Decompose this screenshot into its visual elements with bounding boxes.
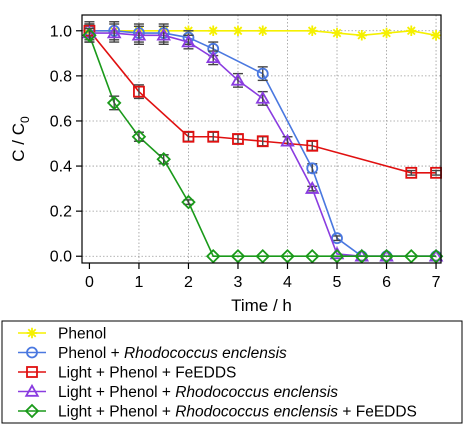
data-point-star bbox=[232, 25, 244, 37]
error-bar bbox=[133, 131, 144, 142]
data-point-diamond bbox=[131, 129, 147, 145]
y-tick-label: 1.0 bbox=[50, 23, 72, 40]
legend-item: Phenol bbox=[18, 326, 106, 343]
axes: 0 1 2 3 4 5 6 7 0.0 0.2 0.4 0.6 0.8 1.0 bbox=[50, 23, 441, 291]
data-point-diamond bbox=[354, 248, 370, 264]
data-point-diamond bbox=[230, 248, 246, 264]
legend-label-part: Rhodococcus enclensis bbox=[175, 384, 338, 401]
x-tick-label: 2 bbox=[184, 274, 193, 291]
data-point-square bbox=[232, 133, 244, 145]
data-point-star bbox=[430, 30, 442, 41]
data-point-diamond bbox=[379, 248, 394, 264]
y-axis-label-subscript: 0 bbox=[18, 116, 32, 123]
x-tick-label: 3 bbox=[234, 274, 243, 291]
legend-label-part: Light + Phenol + FeEDDS bbox=[58, 365, 236, 382]
legend-item: Light + Phenol + Rhodococcus enclensis +… bbox=[18, 404, 417, 421]
data-point-star bbox=[406, 25, 417, 37]
legend-label: Light + Phenol + Rhodococcus enclensis bbox=[58, 384, 338, 401]
data-point-diamond bbox=[106, 95, 122, 111]
error-bar bbox=[332, 235, 343, 242]
data-point-triangle bbox=[131, 27, 147, 41]
legend-label-part: Rhodococcus enclensis bbox=[175, 404, 338, 421]
y-axis-label: C / C0 bbox=[9, 116, 32, 162]
data-point-triangle bbox=[181, 34, 196, 48]
data-point-diamond bbox=[82, 28, 97, 43]
data-point-square bbox=[306, 139, 319, 152]
data-point-triangle bbox=[280, 133, 295, 147]
legend-label: Light + Phenol + Rhodococcus enclensis +… bbox=[58, 404, 417, 421]
data-point-star bbox=[331, 27, 343, 39]
series-layer bbox=[82, 21, 444, 264]
legend-label-part: Phenol bbox=[58, 326, 106, 343]
data-point-triangle bbox=[106, 25, 122, 39]
data-point-diamond bbox=[428, 248, 444, 264]
data-point-square bbox=[182, 130, 195, 143]
data-point-diamond bbox=[404, 248, 419, 264]
data-point-square bbox=[133, 85, 145, 98]
error-bar bbox=[307, 185, 318, 192]
data-point-diamond bbox=[280, 248, 295, 264]
legend-label-part: + FeEDDS bbox=[338, 404, 417, 421]
data-point-circle bbox=[306, 162, 319, 175]
data-point-circle bbox=[331, 232, 343, 245]
data-point-circle bbox=[26, 346, 38, 359]
data-point-star bbox=[381, 27, 392, 39]
x-tick-label: 7 bbox=[432, 274, 441, 291]
data-point-diamond bbox=[156, 152, 171, 167]
data-point-triangle bbox=[304, 181, 320, 194]
y-tick-label: 0.2 bbox=[50, 204, 72, 221]
x-tick-label: 5 bbox=[333, 274, 342, 291]
legend-label-part: Light + Phenol + bbox=[58, 384, 175, 401]
error-bar bbox=[158, 154, 169, 165]
data-point-square bbox=[256, 135, 269, 148]
data-point-diamond bbox=[329, 248, 345, 264]
legend-box bbox=[1, 320, 463, 424]
data-point-square bbox=[26, 366, 38, 378]
data-point-star bbox=[207, 25, 219, 37]
legend-label: Phenol bbox=[58, 326, 106, 343]
legend-label-part: Rhodococcus enclensis bbox=[124, 345, 287, 362]
series-line bbox=[88, 35, 437, 258]
data-point-square bbox=[207, 130, 220, 143]
data-point-star bbox=[257, 25, 268, 37]
data-point-triangle bbox=[255, 90, 271, 104]
data-point-triangle bbox=[156, 27, 172, 41]
data-point-diamond bbox=[205, 248, 221, 264]
x-tick-label: 0 bbox=[85, 274, 94, 291]
legend-label-part: Light + Phenol + bbox=[58, 404, 175, 421]
error-bar bbox=[406, 169, 417, 176]
data-point-triangle bbox=[205, 50, 221, 64]
y-axis-label-main: C / C bbox=[9, 123, 28, 162]
x-axis-label: Time / h bbox=[231, 296, 292, 315]
data-point-square bbox=[405, 166, 418, 179]
x-tick-label: 1 bbox=[134, 274, 143, 291]
series-diamond bbox=[82, 27, 444, 264]
legend-item: Phenol + Rhodococcus enclensis bbox=[18, 345, 287, 362]
data-point-diamond bbox=[24, 403, 40, 419]
data-point-diamond bbox=[304, 248, 320, 264]
legend-label: Phenol + Rhodococcus enclensis bbox=[58, 345, 287, 362]
legend-label-part: Phenol + bbox=[58, 345, 124, 362]
y-tick-label: 0.0 bbox=[50, 249, 72, 266]
data-point-diamond bbox=[181, 194, 196, 210]
data-point-star bbox=[356, 30, 368, 41]
x-tick-label: 6 bbox=[382, 274, 391, 291]
plot-frame bbox=[81, 14, 442, 264]
x-tick-label: 4 bbox=[283, 274, 292, 291]
y-tick-label: 0.6 bbox=[50, 113, 72, 130]
error-bar bbox=[431, 169, 442, 176]
y-tick-label: 0.8 bbox=[50, 68, 72, 85]
data-point-triangle bbox=[24, 383, 40, 397]
legend-label: Light + Phenol + FeEDDS bbox=[58, 365, 236, 382]
data-point-diamond bbox=[255, 248, 271, 264]
legend-item: Light + Phenol + FeEDDS bbox=[18, 365, 236, 382]
data-point-star bbox=[307, 25, 318, 37]
data-point-triangle bbox=[230, 72, 246, 86]
legend-item: Light + Phenol + Rhodococcus enclensis bbox=[18, 383, 338, 401]
data-point-circle bbox=[256, 67, 269, 80]
data-point-star bbox=[26, 327, 38, 339]
y-tick-label: 0.4 bbox=[50, 159, 72, 176]
